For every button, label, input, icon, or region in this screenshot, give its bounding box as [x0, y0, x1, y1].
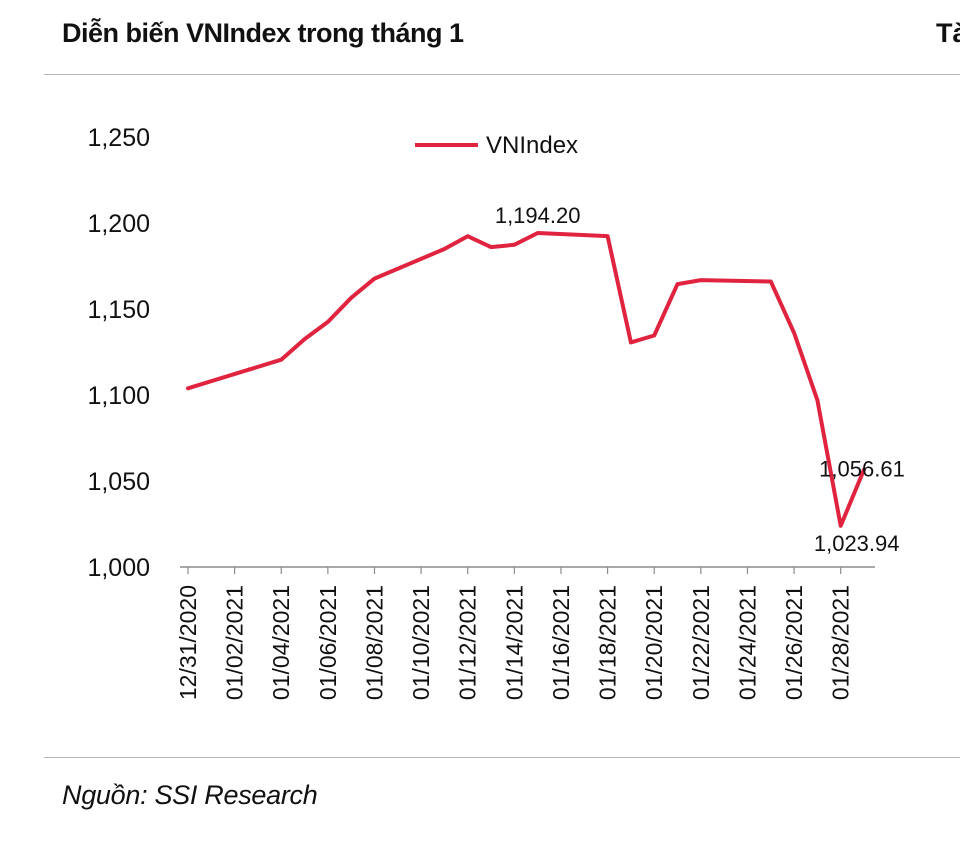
x-tick-label: 01/04/2021: [268, 585, 294, 700]
y-tick-label: 1,150: [87, 296, 150, 324]
x-tick-label: 01/06/2021: [315, 585, 341, 700]
x-tick-label: 01/16/2021: [548, 585, 574, 700]
x-tick-label: 01/02/2021: [222, 585, 248, 700]
x-tick-label: 01/20/2021: [641, 585, 667, 700]
top-divider: [44, 74, 960, 75]
y-tick-label: 1,100: [87, 382, 150, 410]
x-tick-label: 12/31/2020: [175, 585, 201, 700]
data-label: 1,023.94: [814, 531, 900, 556]
x-tick-label: 01/24/2021: [734, 585, 760, 700]
chart-title: Diễn biến VNIndex trong tháng 1: [62, 18, 464, 48]
x-tick-label: 01/28/2021: [828, 585, 854, 700]
y-tick-label: 1,250: [87, 124, 150, 152]
y-tick-label: 1,000: [87, 554, 150, 582]
y-tick-label: 1,050: [87, 468, 150, 496]
bottom-divider: [44, 757, 960, 758]
x-tick-label: 01/10/2021: [408, 585, 434, 700]
source-note: Nguồn: SSI Research: [62, 780, 318, 810]
data-label: 1,194.20: [495, 203, 581, 228]
x-tick-label: 01/18/2021: [595, 585, 621, 700]
y-tick-label: 1,200: [87, 210, 150, 238]
x-tick-label: 01/14/2021: [501, 585, 527, 700]
legend-label: VNIndex: [486, 132, 578, 159]
x-tick-label: 01/12/2021: [455, 585, 481, 700]
next-panel-title-fragment: Tà: [936, 18, 960, 48]
x-tick-label: 01/26/2021: [781, 585, 807, 700]
x-tick-label: 01/22/2021: [688, 585, 714, 700]
vnindex-series-line: [186, 231, 866, 528]
data-label: 1,056.61: [819, 457, 905, 482]
x-tick-label: 01/08/2021: [361, 585, 387, 700]
